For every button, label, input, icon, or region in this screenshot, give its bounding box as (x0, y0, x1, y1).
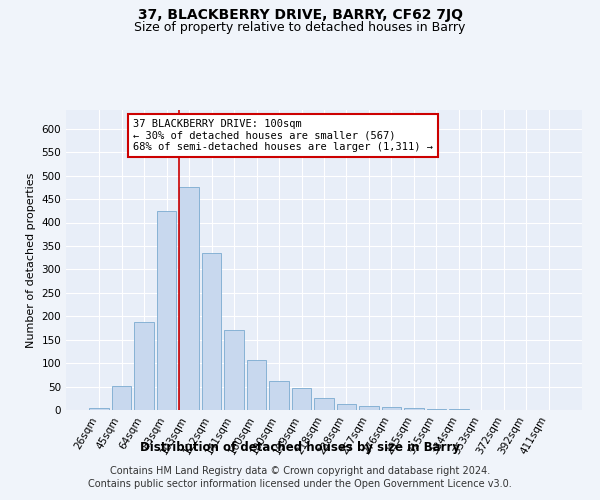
Bar (427, 408, 446, 410)
Y-axis label: Number of detached properties: Number of detached properties (26, 172, 36, 348)
Bar (179, 188, 199, 410)
Text: 37, BLACKBERRY DRIVE, BARRY, CF62 7JQ: 37, BLACKBERRY DRIVE, BARRY, CF62 7JQ (137, 8, 463, 22)
Text: Size of property relative to detached houses in Barry: Size of property relative to detached ho… (134, 21, 466, 34)
Bar (134, 322, 154, 410)
Text: Contains HM Land Registry data © Crown copyright and database right 2024.: Contains HM Land Registry data © Crown c… (110, 466, 490, 476)
Bar (247, 360, 266, 410)
Bar (404, 408, 424, 410)
Bar (157, 211, 176, 410)
Bar (112, 386, 131, 410)
Text: Contains public sector information licensed under the Open Government Licence v3: Contains public sector information licen… (88, 479, 512, 489)
Bar (337, 404, 356, 410)
Bar (202, 253, 221, 410)
Bar (449, 409, 469, 410)
Bar (314, 398, 334, 410)
Bar (224, 330, 244, 410)
Bar (292, 388, 311, 410)
Bar (382, 406, 401, 410)
Bar (89, 408, 109, 410)
Text: 37 BLACKBERRY DRIVE: 100sqm
← 30% of detached houses are smaller (567)
68% of se: 37 BLACKBERRY DRIVE: 100sqm ← 30% of det… (133, 119, 433, 152)
Bar (359, 406, 379, 410)
Bar (269, 381, 289, 410)
Text: Distribution of detached houses by size in Barry: Distribution of detached houses by size … (140, 441, 460, 454)
